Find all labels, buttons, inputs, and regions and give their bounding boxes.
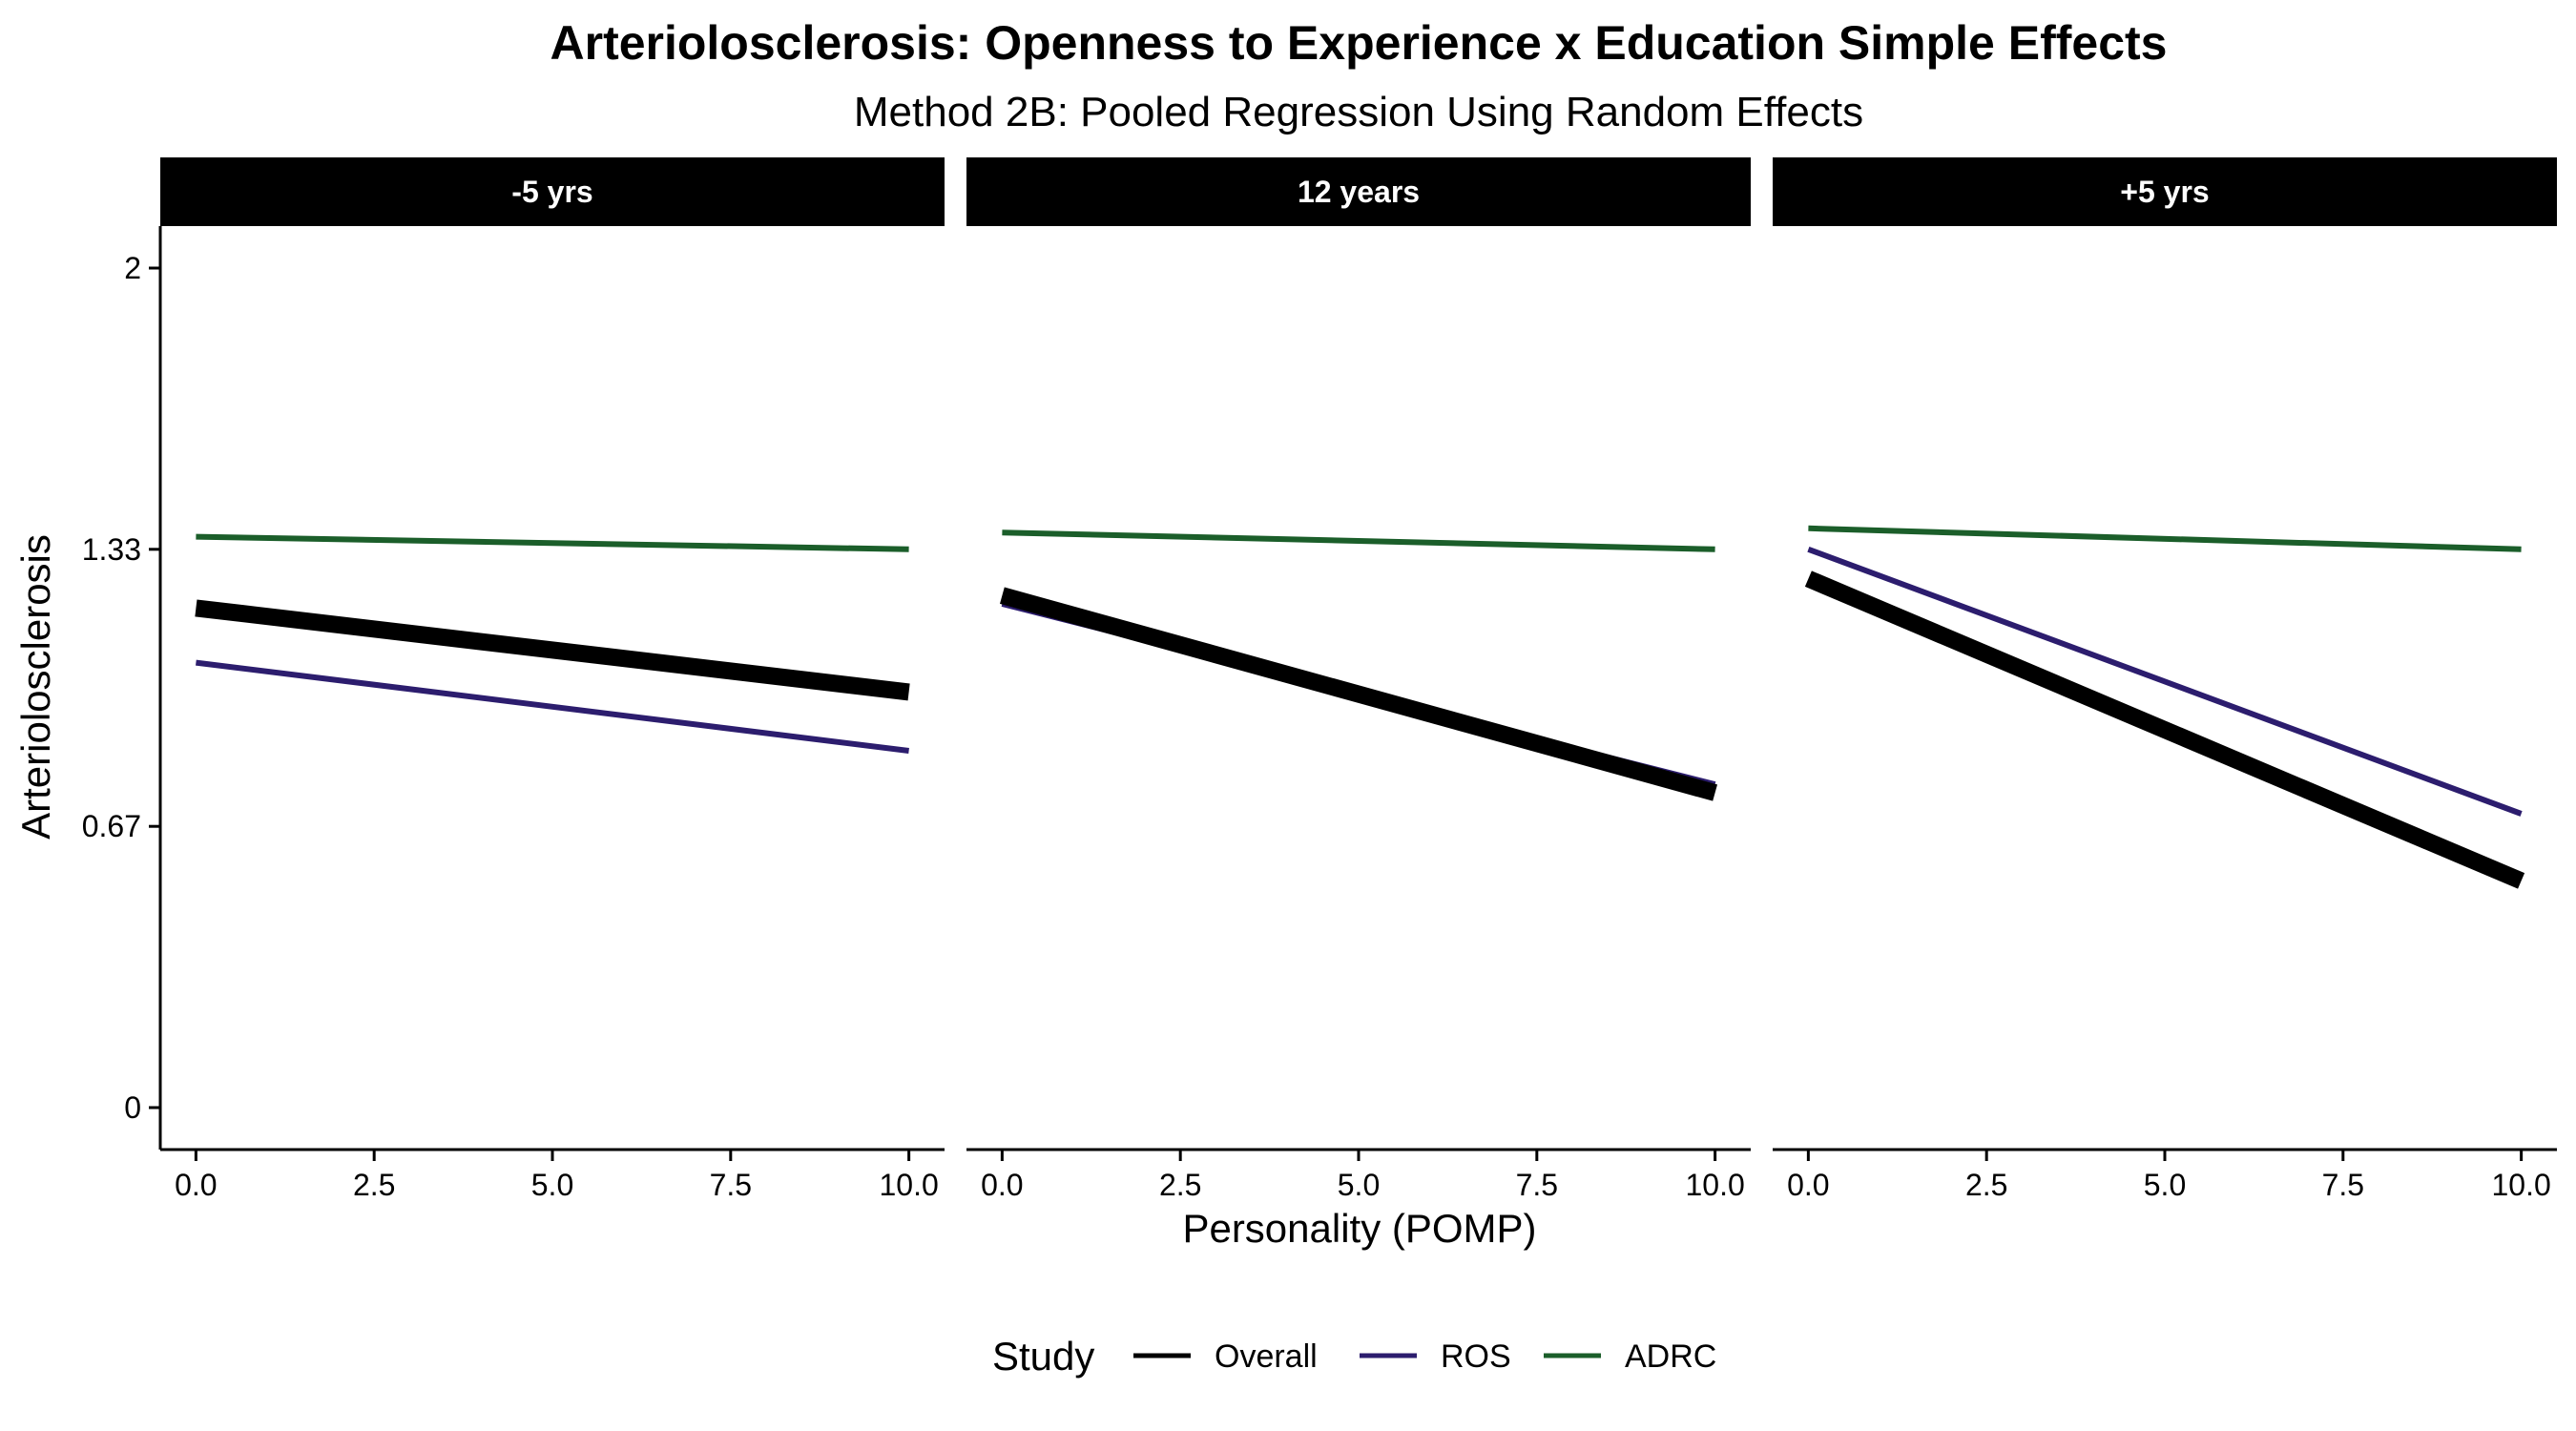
panel-1: -5 yrs 0.0 2.5 5.0 7.5 10.0 bbox=[160, 157, 945, 1202]
series-line-adrc bbox=[1002, 529, 1715, 552]
x-tick-label: 2.5 bbox=[1965, 1168, 2007, 1202]
series-line-ros bbox=[1807, 546, 2523, 817]
facet-strip-label: +5 yrs bbox=[2120, 175, 2209, 209]
facet-strip-label: 12 years bbox=[1298, 175, 1420, 209]
x-tick-label: 7.5 bbox=[1516, 1168, 1558, 1202]
facet-panels: -5 yrs 0.0 2.5 5.0 7.5 10.0 12 years 0.0 2.5 5.0 7… bbox=[160, 157, 2557, 1202]
legend: Study Overall ROS ADRC bbox=[992, 1334, 1716, 1379]
facet-strip-label: -5 yrs bbox=[511, 175, 592, 209]
y-tick-label: 0 bbox=[124, 1090, 141, 1125]
y-axis: 0 0.67 1.33 2 bbox=[82, 226, 162, 1150]
chart-subtitle: Method 2B: Pooled Regression Using Rando… bbox=[854, 89, 1863, 135]
series-line-overall bbox=[999, 587, 1718, 801]
y-tick-label: 1.33 bbox=[82, 532, 141, 567]
x-tick-label: 7.5 bbox=[2322, 1168, 2364, 1202]
series-line-overall bbox=[195, 599, 910, 701]
x-tick-label: 5.0 bbox=[1338, 1168, 1380, 1202]
legend-label: ROS bbox=[1441, 1338, 1511, 1375]
facet-strip bbox=[966, 157, 1751, 226]
panel-3: +5 yrs 0.0 2.5 5.0 7.5 10.0 bbox=[1773, 157, 2557, 1202]
legend-item-overall: Overall bbox=[1133, 1338, 1318, 1375]
x-tick-label: 5.0 bbox=[2144, 1168, 2186, 1202]
panel-2: 12 years 0.0 2.5 5.0 7.5 10.0 bbox=[966, 157, 1751, 1202]
series-line-ros bbox=[196, 659, 909, 754]
facet-strip bbox=[160, 157, 945, 226]
chart-title: Arteriolosclerosis: Openness to Experien… bbox=[551, 16, 2168, 70]
x-tick-label: 2.5 bbox=[353, 1168, 395, 1202]
series-line-adrc bbox=[1808, 525, 2522, 552]
legend-item-adrc: ADRC bbox=[1544, 1338, 1716, 1375]
y-tick-label: 0.67 bbox=[82, 809, 141, 843]
x-tick-label: 5.0 bbox=[531, 1168, 573, 1202]
x-tick-label: 10.0 bbox=[879, 1168, 938, 1202]
legend-label: Overall bbox=[1215, 1338, 1318, 1375]
legend-title: Study bbox=[992, 1334, 1094, 1379]
x-tick-label: 2.5 bbox=[1159, 1168, 1201, 1202]
x-tick-label: 10.0 bbox=[1685, 1168, 1744, 1202]
facet-strip bbox=[1773, 157, 2557, 226]
x-tick-label: 0.0 bbox=[981, 1168, 1023, 1202]
series-line-overall bbox=[1804, 570, 2525, 889]
y-tick-label: 2 bbox=[124, 251, 141, 285]
x-tick-label: 0.0 bbox=[175, 1168, 217, 1202]
legend-label: ADRC bbox=[1625, 1338, 1716, 1375]
x-axis-title: Personality (POMP) bbox=[1182, 1206, 1536, 1251]
series-line-adrc bbox=[196, 533, 909, 552]
legend-item-ros: ROS bbox=[1360, 1338, 1511, 1375]
x-tick-label: 0.0 bbox=[1787, 1168, 1829, 1202]
y-axis-title: Arteriolosclerosis bbox=[13, 534, 58, 840]
x-tick-label: 10.0 bbox=[2491, 1168, 2550, 1202]
x-tick-label: 7.5 bbox=[710, 1168, 752, 1202]
